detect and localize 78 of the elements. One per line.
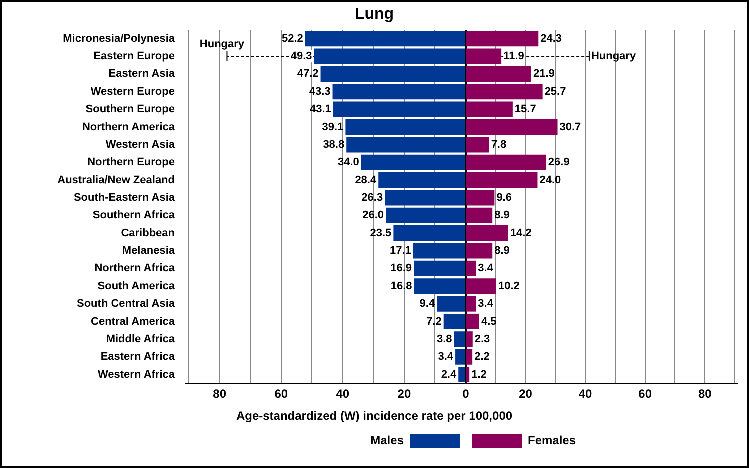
data-label: 26.0 xyxy=(362,210,384,222)
data-label: 43.3 xyxy=(309,86,331,98)
data-label: 30.7 xyxy=(560,121,582,134)
y-tick-label: Middle Africa xyxy=(106,333,176,346)
data-label: 39.1 xyxy=(322,121,344,134)
x-tick-label: 60 xyxy=(274,387,288,402)
annotation: Hungary xyxy=(200,38,246,51)
x-tick-label: 40 xyxy=(578,387,593,402)
data-label: 9.6 xyxy=(496,192,512,204)
bar xyxy=(466,48,502,64)
data-label: 2.3 xyxy=(474,333,490,346)
data-label: 25.7 xyxy=(544,86,566,98)
data-label: 8.9 xyxy=(494,245,510,258)
y-tick-label: Micronesia/Polynesia xyxy=(63,32,176,45)
data-label: 24.0 xyxy=(540,174,562,186)
y-tick-label: Eastern Europe xyxy=(94,50,175,63)
data-label: 38.8 xyxy=(323,138,345,151)
y-tick-label: Northern America xyxy=(82,121,176,134)
x-tick-label: 80 xyxy=(213,387,227,402)
y-tick-label: Southern Africa xyxy=(92,210,176,222)
x-tick-label: 20 xyxy=(519,387,533,402)
data-label: 2.2 xyxy=(474,351,490,364)
legend-label: Males xyxy=(370,433,404,448)
y-tick-label: Western Europe xyxy=(90,86,175,98)
data-label: 26.9 xyxy=(548,156,570,169)
y-tick-label: Northern Europe xyxy=(88,156,175,169)
x-tick-label: 20 xyxy=(398,387,412,402)
y-tick-label: Melanesia xyxy=(122,245,176,258)
data-label: 11.9 xyxy=(504,50,524,63)
data-label: 10.2 xyxy=(498,280,520,292)
y-tick-label: Western Asia xyxy=(106,138,176,151)
data-label: 34.0 xyxy=(338,156,360,169)
data-label: 7.2 xyxy=(426,316,442,328)
data-label: 14.2 xyxy=(510,227,532,240)
data-label: 28.4 xyxy=(355,174,378,186)
x-tick-label: 40 xyxy=(336,387,350,402)
legend-label: Females xyxy=(528,433,576,448)
data-label: 26.3 xyxy=(362,192,384,204)
data-label: 3.8 xyxy=(437,333,452,346)
x-tick-label: 60 xyxy=(638,387,652,402)
data-label: 21.9 xyxy=(533,68,555,80)
data-label: 16.9 xyxy=(390,262,412,275)
y-tick-label: Western Africa xyxy=(98,368,176,381)
data-label: 43.1 xyxy=(310,104,332,116)
y-tick-label: Southern Europe xyxy=(86,104,175,116)
data-label: 24.3 xyxy=(540,32,562,45)
data-label: 49.3 xyxy=(290,50,312,63)
data-label: 3.4 xyxy=(478,262,494,275)
y-tick-label: Australia/New Zealand xyxy=(58,174,175,186)
data-label: 47.2 xyxy=(297,68,319,80)
data-label: 7.8 xyxy=(491,138,507,151)
x-tick-label: 0 xyxy=(462,387,470,402)
chart-title: Lung xyxy=(354,6,396,24)
data-label: 1.2 xyxy=(472,368,487,381)
data-label: 17.1 xyxy=(390,245,412,258)
bar xyxy=(466,260,476,276)
data-label: 16.8 xyxy=(390,280,412,292)
y-tick-label: Caribbean xyxy=(121,227,176,240)
x-axis-title: Age-standardized (W) incidence rate per 100,000 xyxy=(235,409,514,423)
data-label: 4.5 xyxy=(481,316,497,328)
y-tick-label: South Central Asia xyxy=(77,298,176,310)
data-label: 2.4 xyxy=(441,368,458,381)
y-tick-label: South-Eastern Asia xyxy=(74,192,176,204)
data-label: 3.4 xyxy=(478,298,494,310)
annotation: Hungary xyxy=(591,50,637,63)
bar xyxy=(466,137,490,153)
data-label: 15.7 xyxy=(514,104,536,116)
data-label: 3.4 xyxy=(438,351,454,364)
y-tick-label: Eastern Asia xyxy=(108,68,176,80)
data-label: 52.2 xyxy=(282,32,304,45)
y-tick-label: South America xyxy=(98,280,176,292)
y-tick-label: Central America xyxy=(91,316,176,328)
y-tick-label: Northern Africa xyxy=(94,262,176,275)
data-label: 8.9 xyxy=(494,210,510,222)
data-label: 9.4 xyxy=(420,298,436,310)
x-tick-label: 80 xyxy=(698,387,712,402)
data-label: 23.5 xyxy=(370,227,392,240)
y-tick-label: Eastern Africa xyxy=(100,351,176,364)
